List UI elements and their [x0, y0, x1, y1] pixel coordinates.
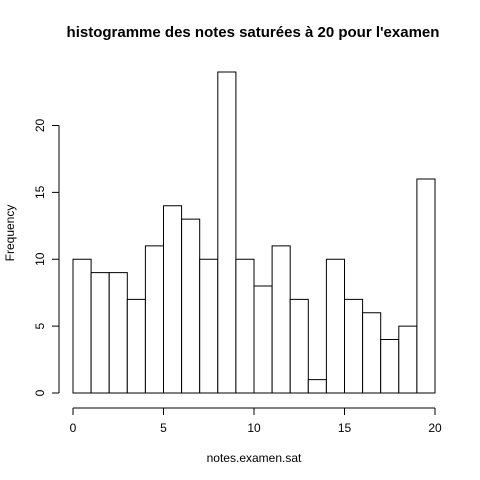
x-axis: 0 5 10 15 20	[70, 407, 442, 435]
histogram-bar-19	[416, 178, 436, 394]
histogram-bar-17	[380, 339, 400, 394]
y-axis: 0 5 10 15 20	[33, 119, 60, 396]
histogram-bar-6	[181, 218, 201, 394]
y-tick-label: 15	[33, 185, 47, 199]
histogram-bar-9	[235, 258, 255, 394]
histogram-bar-14	[325, 258, 345, 394]
x-tick-label: 0	[70, 421, 77, 435]
histogram-bar-4	[144, 245, 164, 394]
histogram-bar-10	[253, 285, 273, 394]
x-axis-label: notes.examen.sat	[207, 451, 302, 465]
histogram-bar-7	[199, 258, 219, 394]
x-tick-label: 5	[160, 421, 167, 435]
histogram-bar-3	[126, 298, 146, 394]
histogram-bar-16	[362, 312, 382, 394]
histogram-bars	[72, 71, 436, 394]
histogram-bar-5	[163, 205, 183, 394]
histogram-bar-11	[271, 245, 291, 394]
chart-title: histogramme des notes saturées à 20 pour…	[67, 24, 440, 41]
histogram-bar-0	[72, 258, 92, 394]
x-tick-label: 20	[428, 421, 442, 435]
histogram-bar-2	[108, 272, 128, 394]
histogram-bar-18	[398, 325, 418, 394]
x-tick-label: 10	[247, 421, 261, 435]
y-tick-label: 0	[33, 389, 47, 396]
y-tick-label: 10	[33, 252, 47, 266]
histogram-bar-15	[344, 298, 364, 394]
y-tick-label: 20	[33, 119, 47, 133]
x-tick-label: 15	[338, 421, 352, 435]
histogram-bar-13	[307, 379, 327, 394]
histogram-bar-12	[289, 298, 309, 394]
histogram-bar-8	[217, 71, 237, 394]
y-axis-label: Frequency	[3, 205, 17, 262]
y-tick-label: 5	[33, 322, 47, 329]
histogram-bar-1	[90, 272, 110, 394]
